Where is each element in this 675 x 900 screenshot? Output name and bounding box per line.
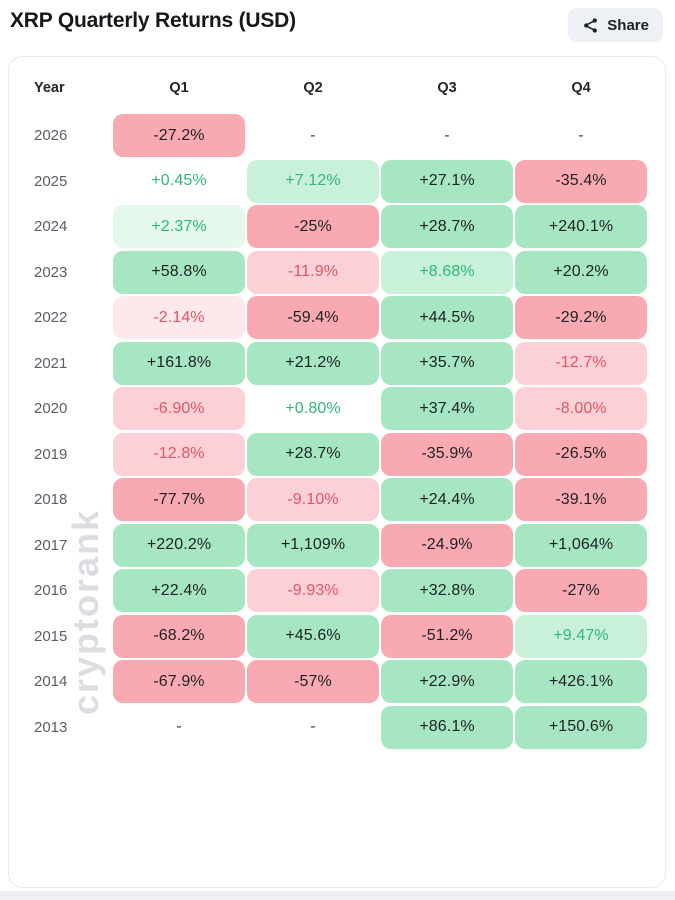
return-cell-2016-q4: -27% [515,569,647,612]
return-cell-2019-q3: -35.9% [381,432,513,476]
return-cell-2017-q4: +1,064% [515,523,647,567]
table-row-2019: 2019 -12.8% +28.7% -35.9% -26.5% [26,432,665,476]
table-row-2017: 2017 +220.2% +1,109% -24.9% +1,064% [26,523,665,567]
column-header-q3: Q3 [437,80,457,96]
return-cell-2025-q3: +27.1% [381,159,513,203]
return-cell-2018-q1: -77.7% [113,478,245,521]
return-cell-2025-q1: +0.45% [151,172,207,189]
return-cell-2026-q1: -27.2% [113,114,245,157]
return-cell-2026-q4: - [578,126,584,144]
return-cell-2018-q2: -9.10% [247,478,379,521]
return-cell-2014-q2: -57% [247,660,379,703]
return-cell-2025-q2: +7.12% [247,159,379,203]
return-cell-2026-q3: - [444,126,450,144]
return-cell-2019-q2: +28.7% [247,432,379,476]
year-label: 2022 [34,309,68,326]
return-cell-2017-q3: -24.9% [381,523,513,567]
return-cell-2020-q3: +37.4% [381,387,513,430]
year-label: 2013 [34,718,68,736]
table-row-2013: 2013 - - +86.1% +150.6% [26,705,665,749]
return-cell-2023-q4: +20.2% [515,250,647,294]
column-header-q1: Q1 [169,80,189,96]
return-cell-2017-q1: +220.2% [113,523,245,567]
return-cell-2018-q4: -39.1% [515,478,647,521]
return-cell-2022-q1: -2.14% [113,296,245,339]
table-row-2014: 2014 -67.9% -57% +22.9% +426.1% [26,660,665,703]
return-cell-2020-q4: -8.00% [515,387,647,430]
return-cell-2025-q4: -35.4% [515,159,647,203]
return-cell-2023-q3: +8.68% [381,250,513,294]
return-cell-2015-q3: -51.2% [381,614,513,658]
year-label: 2019 [34,445,68,463]
return-cell-2021-q3: +35.7% [381,341,513,385]
table-row-2021: 2021 +161.8% +21.2% +35.7% -12.7% [26,341,665,385]
page-title: XRP Quarterly Returns (USD) [10,9,296,32]
return-cell-2020-q1: -6.90% [113,387,245,430]
year-label: 2017 [34,536,68,554]
column-header-q4: Q4 [571,80,591,96]
share-button[interactable]: Share [568,8,663,42]
year-label: 2023 [34,263,68,281]
table-row-2016: 2016 +22.4% -9.93% +32.8% -27% [26,569,665,612]
return-cell-2014-q3: +22.9% [381,660,513,703]
year-label: 2016 [34,582,68,599]
return-cell-2024-q2: -25% [247,205,379,248]
return-cell-2023-q1: +58.8% [113,250,245,294]
year-label: 2026 [34,127,68,144]
return-cell-2018-q3: +24.4% [381,478,513,521]
return-cell-2022-q2: -59.4% [247,296,379,339]
return-cell-2013-q1: - [176,718,182,735]
year-label: 2020 [34,400,68,417]
return-cell-2013-q3: +86.1% [381,705,513,749]
return-cell-2022-q4: -29.2% [515,296,647,339]
table-row-2026: 2026 -27.2% - - - [26,114,665,157]
return-cell-2019-q4: -26.5% [515,432,647,476]
return-cell-2014-q1: -67.9% [113,660,245,703]
return-cell-2015-q1: -68.2% [113,614,245,658]
table-header-row: Year Q1 Q2 Q3 Q4 [9,57,665,105]
return-cell-2022-q3: +44.5% [381,296,513,339]
return-cell-2020-q2: +0.80% [285,399,341,417]
column-header-year: Year [34,80,65,96]
table-row-2015: 2015 -68.2% +45.6% -51.2% +9.47% [26,614,665,658]
return-cell-2017-q2: +1,109% [247,523,379,567]
year-label: 2021 [34,354,68,372]
return-cell-2024-q3: +28.7% [381,205,513,248]
return-cell-2019-q1: -12.8% [113,432,245,476]
table-row-2022: 2022 -2.14% -59.4% +44.5% -29.2% [26,296,665,339]
bottom-page-strip [0,891,675,900]
table-row-2024: 2024 +2.37% -25% +28.7% +240.1% [26,205,665,248]
share-button-label: Share [607,16,649,34]
return-cell-2014-q4: +426.1% [515,660,647,703]
return-cell-2016-q3: +32.8% [381,569,513,612]
return-cell-2015-q2: +45.6% [247,614,379,658]
table-row-2018: 2018 -77.7% -9.10% +24.4% -39.1% [26,478,665,521]
year-label: 2025 [34,172,68,190]
return-cell-2013-q4: +150.6% [515,705,647,749]
column-header-q2: Q2 [303,80,323,96]
table-row-2025: 2025 +0.45% +7.12% +27.1% -35.4% [26,159,665,203]
return-cell-2026-q2: - [310,126,316,144]
return-cell-2021-q4: -12.7% [515,341,647,385]
page-header: XRP Quarterly Returns (USD) Share [0,0,675,42]
return-cell-2024-q4: +240.1% [515,205,647,248]
return-cell-2013-q2: - [310,718,316,735]
year-label: 2014 [34,673,68,690]
return-cell-2016-q2: -9.93% [247,569,379,612]
returns-table-card: cryptorank Year Q1 Q2 Q3 Q4 2026 -27.2% - - -202… [8,56,666,888]
return-cell-2023-q2: -11.9% [247,250,379,294]
return-cell-2024-q1: +2.37% [113,205,245,248]
return-cell-2021-q2: +21.2% [247,341,379,385]
return-cell-2015-q4: +9.47% [515,614,647,658]
share-icon [582,17,599,34]
table-body: 2026 -27.2% - - - 2025 +0.45% +7.12% +27.1% -35.4… [9,105,665,749]
year-label: 2018 [34,491,68,508]
year-label: 2024 [34,218,68,235]
return-cell-2021-q1: +161.8% [113,341,245,385]
year-label: 2015 [34,627,68,645]
return-cell-2016-q1: +22.4% [113,569,245,612]
table-row-2020: 2020 -6.90% +0.80% +37.4% -8.00% [26,387,665,430]
table-row-2023: 2023 +58.8% -11.9% +8.68% +20.2% [26,250,665,294]
